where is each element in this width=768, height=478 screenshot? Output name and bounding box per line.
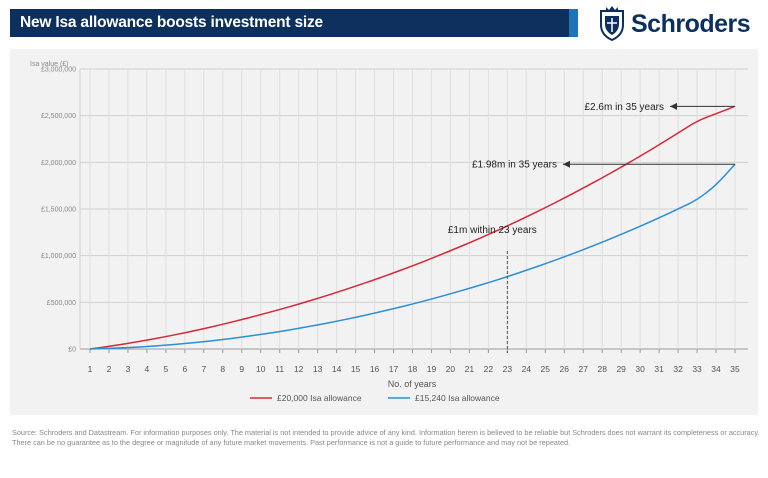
y-tick-label: £3,000,000 xyxy=(41,67,76,74)
page-title: New Isa allowance boosts investment size xyxy=(20,14,323,31)
x-tick-label: 3 xyxy=(126,364,131,374)
legend-label-1: £20,000 Isa allowance xyxy=(277,393,362,403)
y-tick-label: £1,500,000 xyxy=(41,207,76,214)
annotation-1-98m-arrowhead xyxy=(563,160,570,168)
x-tick-label: 9 xyxy=(239,364,244,374)
x-tick-label: 16 xyxy=(370,364,380,374)
x-tick-label: 1 xyxy=(88,364,93,374)
line-chart: £0 £500,000 £1,000,000 £1,500,000 £2,000,000… xyxy=(30,61,748,403)
title-accent xyxy=(569,9,578,37)
x-tick-label: 4 xyxy=(145,364,150,374)
x-tick-label: 13 xyxy=(313,364,323,374)
x-tick-label: 34 xyxy=(711,364,721,374)
chart-panel: £0 £500,000 £1,000,000 £1,500,000 £2,000,000… xyxy=(10,49,758,415)
brand-name: Schroders xyxy=(631,10,751,38)
title-bar: New Isa allowance boosts investment size xyxy=(10,9,578,37)
x-tick-label: 22 xyxy=(484,364,494,374)
annotation-2-6m-arrowhead xyxy=(670,102,677,110)
x-tick-label: 12 xyxy=(294,364,304,374)
y-tick-label: £2,000,000 xyxy=(41,160,76,167)
y-tick-label: £500,000 xyxy=(47,300,76,307)
y-tick-label: £2,500,000 xyxy=(41,113,76,120)
x-tick-label: 27 xyxy=(579,364,589,374)
x-tick-label: 8 xyxy=(220,364,225,374)
series-line-2 xyxy=(89,163,736,350)
x-tick-label: 28 xyxy=(597,364,607,374)
schroders-logo: Schroders xyxy=(597,5,763,41)
x-tick-label: 24 xyxy=(522,364,532,374)
x-tick-label: 19 xyxy=(427,364,437,374)
series-line-1 xyxy=(89,105,736,350)
x-tick-label: 17 xyxy=(389,364,399,374)
x-tick-label: 14 xyxy=(332,364,342,374)
x-axis-label: No. of years xyxy=(388,379,437,389)
x-tick-label: 11 xyxy=(275,364,284,374)
x-tick-label: 10 xyxy=(256,364,266,374)
x-tick-label: 35 xyxy=(730,364,740,374)
x-tick-label: 5 xyxy=(164,364,169,374)
axes: £0 £500,000 £1,000,000 £1,500,000 £2,000,000… xyxy=(41,67,740,375)
crest-icon xyxy=(600,6,624,41)
annotation-2-6m-label: £2.6m in 35 years xyxy=(585,102,665,113)
x-tick-label: 23 xyxy=(503,364,513,374)
x-tick-label: 20 xyxy=(446,364,456,374)
x-tick-label: 31 xyxy=(654,364,664,374)
x-tick-label: 29 xyxy=(616,364,626,374)
x-tick-label: 15 xyxy=(351,364,361,374)
grid xyxy=(80,68,748,350)
y-axis-label: Isa value (£) xyxy=(30,61,69,68)
x-tick-label: 7 xyxy=(201,364,206,374)
x-tick-label: 6 xyxy=(182,364,187,374)
x-tick-label: 25 xyxy=(541,364,551,374)
annotation-1-98m-label: £1.98m in 35 years xyxy=(472,160,557,171)
source-note: Source: Schroders and Datastream. For in… xyxy=(12,428,760,447)
x-tick-label: 33 xyxy=(692,364,702,374)
annotation-1m-label: £1m within 23 years xyxy=(448,225,537,236)
annotations: £2.6m in 35 years £1.98m in 35 years £1m w… xyxy=(448,102,735,353)
x-tick-label: 18 xyxy=(408,364,418,374)
legend-label-2: £15,240 Isa allowance xyxy=(415,393,500,403)
y-tick-label: £0 xyxy=(68,347,76,354)
x-tick-label: 30 xyxy=(635,364,645,374)
x-tick-label: 26 xyxy=(560,364,570,374)
y-tick-label: £1,000,000 xyxy=(41,253,76,260)
x-tick-label: 21 xyxy=(465,364,475,374)
legend: £20,000 Isa allowance £15,240 Isa allowan… xyxy=(250,393,500,403)
x-tick-label: 32 xyxy=(673,364,683,374)
series xyxy=(89,105,736,350)
x-tick-label: 2 xyxy=(107,364,112,374)
